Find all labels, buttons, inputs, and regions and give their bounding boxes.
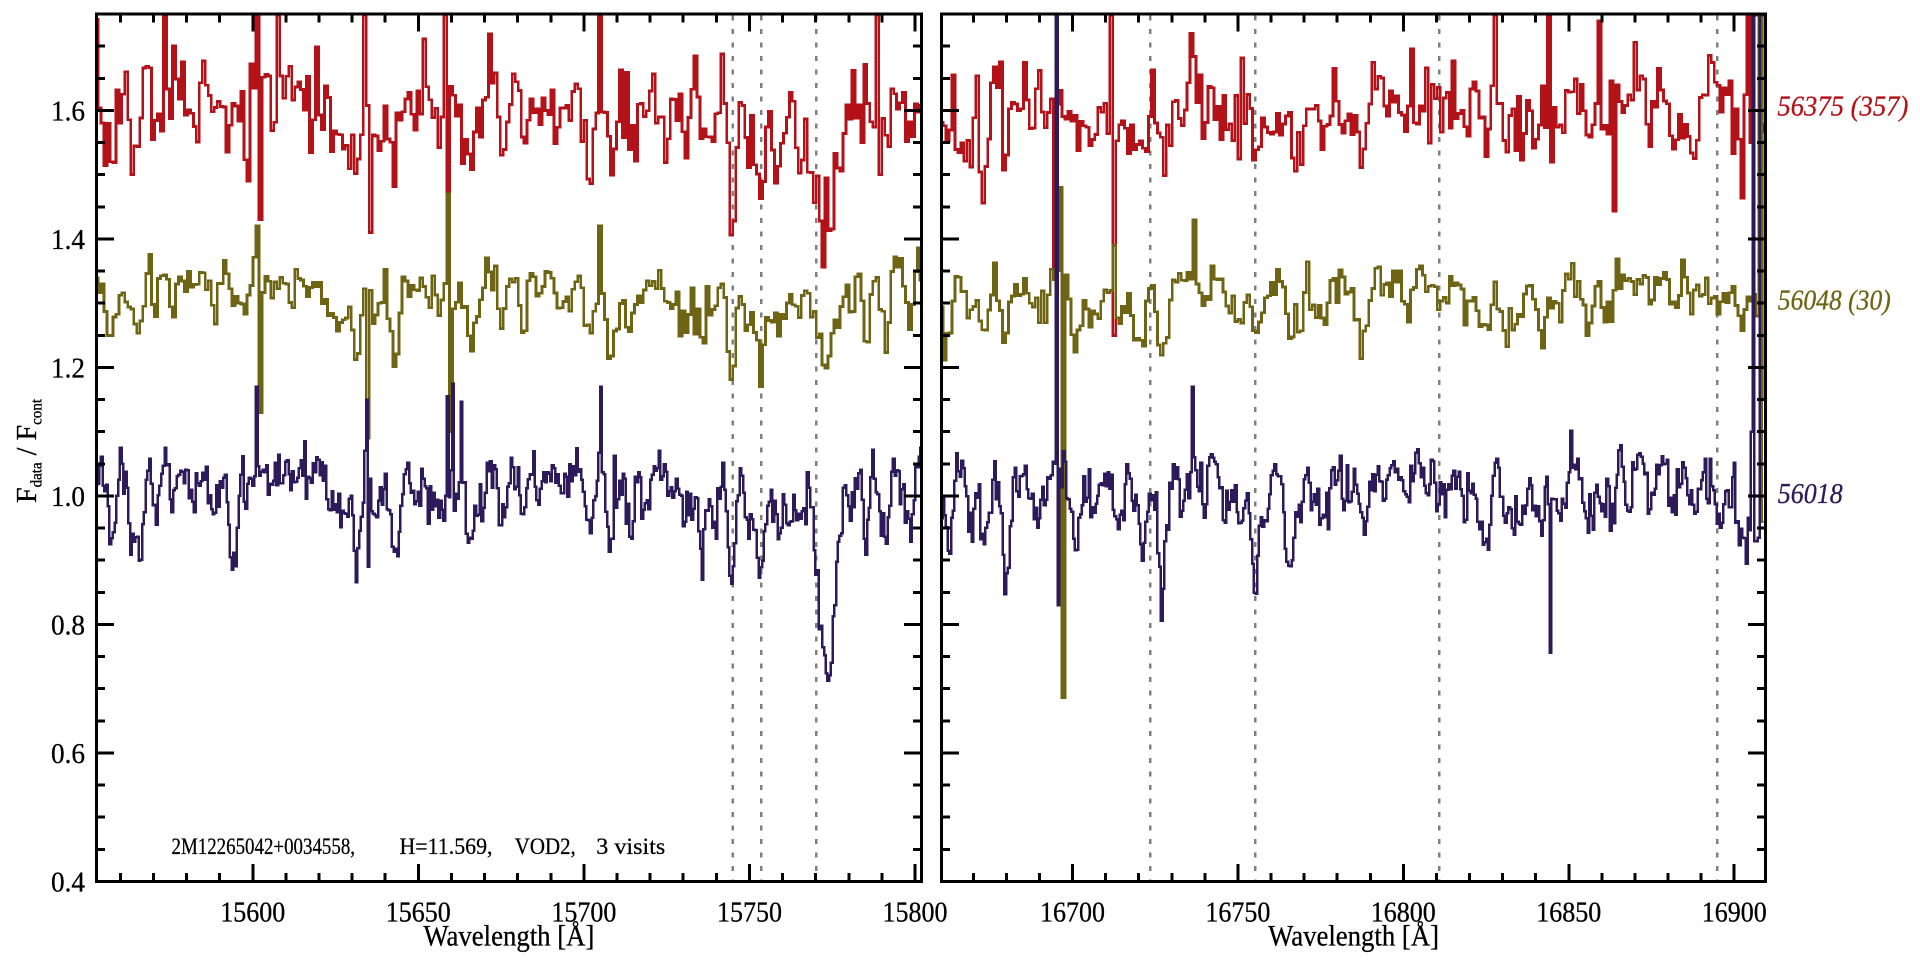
- svg-text:1.0: 1.0: [51, 481, 85, 513]
- svg-text:VOD2,: VOD2,: [515, 834, 576, 859]
- svg-text:0.6: 0.6: [51, 738, 85, 770]
- svg-text:15700: 15700: [551, 897, 616, 929]
- svg-text:1.4: 1.4: [51, 224, 85, 256]
- svg-text:15600: 15600: [220, 897, 285, 929]
- svg-text:16800: 16800: [1371, 897, 1436, 929]
- svg-text:0.4: 0.4: [51, 867, 85, 899]
- svg-text:16750: 16750: [1205, 897, 1270, 929]
- svg-text:1.2: 1.2: [51, 353, 85, 385]
- svg-text:16850: 16850: [1536, 897, 1601, 929]
- svg-text:56375 (357): 56375 (357): [1777, 91, 1908, 123]
- svg-text:56018: 56018: [1778, 478, 1843, 510]
- svg-text:15650: 15650: [386, 897, 451, 929]
- svg-text:Wavelength [Å]: Wavelength [Å]: [423, 920, 594, 953]
- svg-text:3 visits: 3 visits: [596, 834, 665, 859]
- svg-text:0.8: 0.8: [51, 610, 85, 642]
- svg-text:H=11.569,: H=11.569,: [400, 834, 493, 859]
- svg-text:Wavelength [Å]: Wavelength [Å]: [1268, 920, 1439, 953]
- svg-text:15800: 15800: [883, 897, 948, 929]
- svg-text:2M12265042+0034558,: 2M12265042+0034558,: [172, 834, 356, 859]
- svg-text:56048 (30): 56048 (30): [1778, 285, 1891, 317]
- svg-text:1.6: 1.6: [51, 96, 85, 128]
- svg-text:15750: 15750: [717, 897, 782, 929]
- svg-text:16900: 16900: [1702, 897, 1767, 929]
- svg-text:16700: 16700: [1040, 897, 1105, 929]
